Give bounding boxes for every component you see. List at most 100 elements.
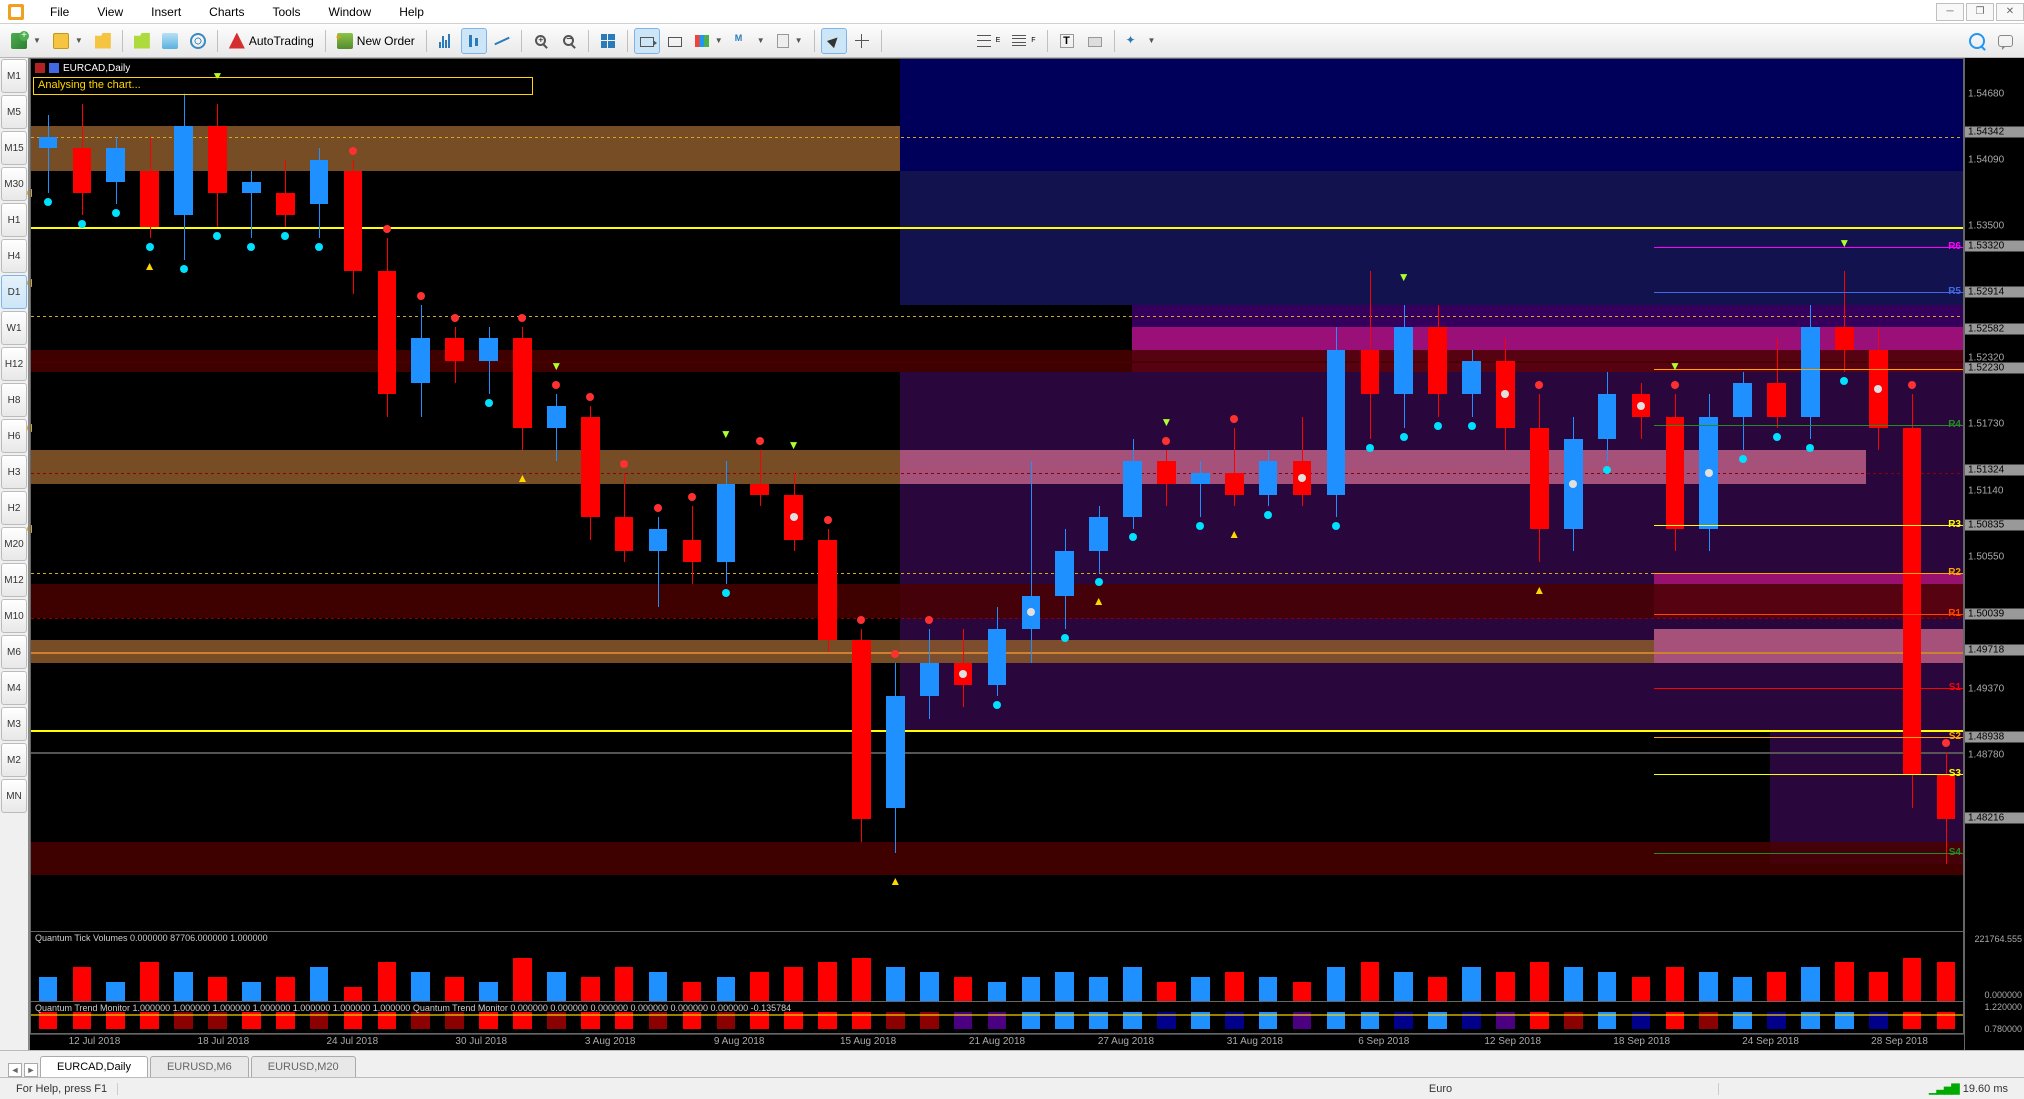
crosshair-button[interactable] — [849, 28, 875, 54]
candle-chart-button[interactable] — [461, 28, 487, 54]
main-toolbar: ▼ ▼ AutoTrading New Order ▼ M▼ ▼ E F T ✦… — [0, 24, 2024, 58]
volume-title: Quantum Tick Volumes 0.000000 87706.0000… — [35, 933, 268, 943]
trend-indicator[interactable]: Quantum Trend Monitor 1.000000 1.000000 … — [30, 1002, 1964, 1034]
timeframe-h12[interactable]: H12 — [1, 347, 27, 381]
profiles-button[interactable]: ▼ — [48, 28, 88, 54]
timeframe-h8[interactable]: H8 — [1, 383, 27, 417]
menu-bar: FileViewInsertChartsToolsWindowHelp ─ ❐ … — [0, 0, 2024, 24]
trend-bot-label: 0.780000 — [1984, 1024, 2022, 1034]
menu-window[interactable]: Window — [315, 2, 386, 22]
close-button[interactable]: ✕ — [1996, 3, 2024, 21]
equidistant-button[interactable]: E — [972, 28, 1006, 54]
timeframe-w1[interactable]: W1 — [1, 311, 27, 345]
chart-tab[interactable]: EURUSD,M20 — [251, 1056, 356, 1077]
text-label-button[interactable] — [1082, 28, 1108, 54]
restore-button[interactable]: ❐ — [1966, 3, 1994, 21]
chart-symbol-icon — [49, 63, 59, 73]
timeframe-m12[interactable]: M12 — [1, 563, 27, 597]
chart-tabs: ◄► EURCAD,DailyEURUSD,M6EURUSD,M20 — [0, 1050, 2024, 1077]
price-label: 1.51324 — [1965, 464, 2024, 475]
new-chart-button[interactable]: ▼ — [6, 28, 46, 54]
tile-windows-button[interactable] — [595, 28, 621, 54]
timeframe-h1[interactable]: H1 — [1, 203, 27, 237]
chart-title: EURCAD,Daily — [63, 63, 130, 74]
trend-top-label: 1.220000 — [1984, 1002, 2022, 1012]
price-label: 1.49718 — [1965, 644, 2024, 655]
timeframe-m3[interactable]: M3 — [1, 707, 27, 741]
timeframe-m2[interactable]: M2 — [1, 743, 27, 777]
navigator-button[interactable] — [157, 28, 183, 54]
price-label: 1.48780 — [1968, 749, 2004, 760]
price-label: 1.54090 — [1968, 154, 2004, 165]
time-label: 24 Sep 2018 — [1742, 1036, 1799, 1047]
price-label: 1.53500 — [1968, 221, 2004, 232]
new-order-button[interactable]: New Order — [332, 28, 420, 54]
line-chart-button[interactable] — [489, 28, 515, 54]
timeframe-panel: M1M5M15M30H1H4D1W1H12H8H6H3H2M20M12M10M6… — [0, 58, 30, 1050]
timeframe-m6[interactable]: M6 — [1, 635, 27, 669]
minimize-button[interactable]: ─ — [1936, 3, 1964, 21]
time-label: 12 Jul 2018 — [69, 1036, 121, 1047]
data-window-button[interactable] — [129, 28, 155, 54]
vertical-line-button[interactable] — [888, 28, 914, 54]
periodicity-button[interactable]: M▼ — [730, 28, 770, 54]
menu-tools[interactable]: Tools — [259, 2, 315, 22]
price-label: 1.54680 — [1968, 88, 2004, 99]
menu-insert[interactable]: Insert — [137, 2, 195, 22]
trend-title: Quantum Trend Monitor 1.000000 1.000000 … — [35, 1003, 791, 1013]
time-label: 24 Jul 2018 — [326, 1036, 378, 1047]
price-label: 1.52582 — [1965, 323, 2024, 334]
timeframe-m5[interactable]: M5 — [1, 95, 27, 129]
price-label: 1.53320 — [1965, 241, 2024, 252]
tab-next-button[interactable]: ► — [24, 1063, 38, 1077]
price-label: 1.48938 — [1965, 732, 2024, 743]
timeframe-h3[interactable]: H3 — [1, 455, 27, 489]
autotrading-label: AutoTrading — [249, 34, 314, 48]
chart-tab[interactable]: EURCAD,Daily — [40, 1056, 148, 1077]
timeframe-m20[interactable]: M20 — [1, 527, 27, 561]
chat-button[interactable] — [1992, 28, 2018, 54]
market-watch-button[interactable] — [90, 28, 116, 54]
price-axis: 1.546801.543421.540901.535001.533201.529… — [1964, 58, 2024, 932]
price-label: 1.51730 — [1968, 419, 2004, 430]
trendline-button[interactable] — [944, 28, 970, 54]
timeframe-h6[interactable]: H6 — [1, 419, 27, 453]
menu-file[interactable]: File — [36, 2, 83, 22]
chart-window-icon — [35, 63, 45, 73]
autotrading-button[interactable]: AutoTrading — [224, 28, 319, 54]
chart-shift-button[interactable] — [662, 28, 688, 54]
price-label: 1.50550 — [1968, 551, 2004, 562]
templates-button[interactable]: ▼ — [772, 28, 808, 54]
search-button[interactable] — [1964, 28, 1990, 54]
timeframe-m10[interactable]: M10 — [1, 599, 27, 633]
menu-charts[interactable]: Charts — [195, 2, 258, 22]
menu-help[interactable]: Help — [385, 2, 438, 22]
timeframe-m30[interactable]: M30 — [1, 167, 27, 201]
chart-tab[interactable]: EURUSD,M6 — [150, 1056, 249, 1077]
time-label: 31 Aug 2018 — [1227, 1036, 1283, 1047]
timeframe-m15[interactable]: M15 — [1, 131, 27, 165]
tab-prev-button[interactable]: ◄ — [8, 1063, 22, 1077]
timeframe-h4[interactable]: H4 — [1, 239, 27, 273]
zoom-out-button[interactable] — [556, 28, 582, 54]
indicators-button[interactable]: ▼ — [690, 28, 728, 54]
timeframe-m1[interactable]: M1 — [1, 59, 27, 93]
timeframe-m4[interactable]: M4 — [1, 671, 27, 705]
cursor-button[interactable] — [821, 28, 847, 54]
timeframe-h2[interactable]: H2 — [1, 491, 27, 525]
bar-chart-button[interactable] — [433, 28, 459, 54]
timeframe-mn[interactable]: MN — [1, 779, 27, 813]
price-chart[interactable]: EURCAD,Daily Analysing the chart... R6R5… — [30, 58, 1964, 932]
horizontal-line-button[interactable] — [916, 28, 942, 54]
auto-scroll-button[interactable] — [634, 28, 660, 54]
zoom-in-button[interactable] — [528, 28, 554, 54]
volume-indicator[interactable]: Quantum Tick Volumes 0.000000 87706.0000… — [30, 932, 1964, 1002]
window-controls: ─ ❐ ✕ — [1934, 3, 2024, 21]
fibonacci-button[interactable]: F — [1007, 28, 1040, 54]
new-order-label: New Order — [357, 34, 415, 48]
terminal-button[interactable] — [185, 28, 211, 54]
timeframe-d1[interactable]: D1 — [1, 275, 27, 309]
text-button[interactable]: T — [1054, 28, 1080, 54]
arrows-button[interactable]: ✦▼ — [1121, 28, 1161, 54]
menu-view[interactable]: View — [83, 2, 137, 22]
